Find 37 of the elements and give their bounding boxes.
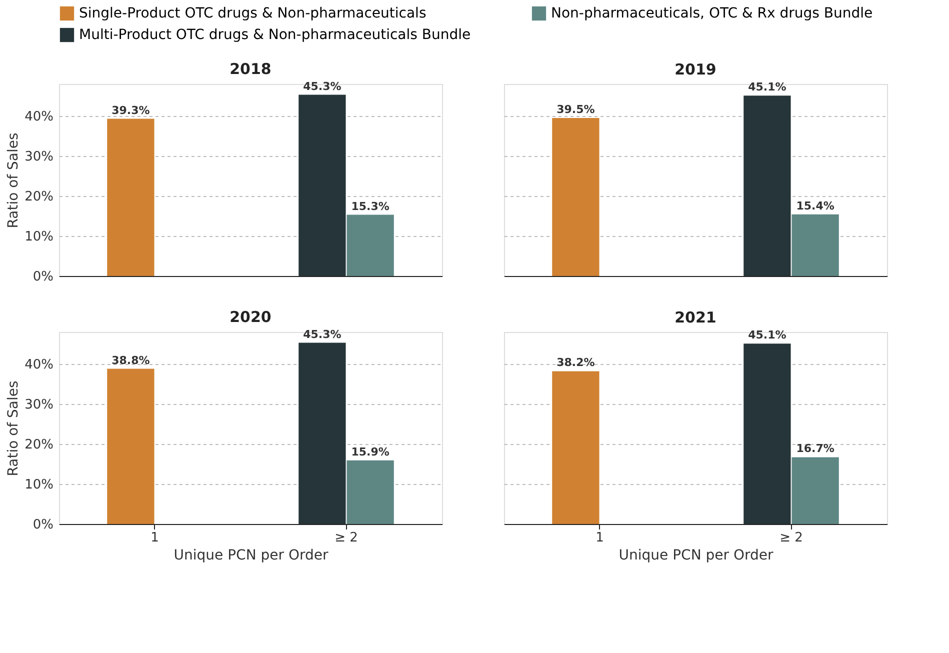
data-label: 45.1%: [748, 328, 786, 342]
x-tick-label: 1: [150, 530, 159, 546]
y-tick-label: 30%: [24, 150, 54, 164]
x-tick-label: ≥ 2: [334, 530, 358, 546]
y-tick-label: 0%: [32, 518, 54, 532]
x-tick-label: 1: [596, 530, 604, 546]
data-label: 38.8%: [112, 354, 150, 367]
data-label: 15.4%: [796, 199, 834, 212]
chart-title: 2019: [674, 60, 716, 79]
data-label: 15.9%: [351, 445, 390, 458]
data-label: 45.3%: [303, 328, 342, 341]
data-label: 45.3%: [303, 80, 342, 93]
y-tick-label: 0%: [32, 270, 54, 284]
x-axis-title: Unique PCN per Order: [618, 548, 774, 564]
y-tick-label: 40%: [24, 358, 54, 372]
x-axis-title: Unique PCN per Order: [174, 548, 328, 564]
y-tick-label: 10%: [24, 230, 54, 244]
data-label: 45.1%: [748, 80, 786, 94]
x-tick-label: ≥ 2: [780, 530, 803, 546]
legend-label: Single-Product OTC drugs & Non-pharmaceuticals: [79, 5, 426, 22]
data-label: 16.7%: [796, 442, 834, 456]
y-tick-label: 20%: [24, 438, 54, 452]
y-axis-title: Ratio of Sales: [6, 380, 22, 476]
y-tick-label: 40%: [24, 110, 54, 124]
y-axis-title: Ratio of Sales: [6, 132, 22, 228]
chart-title: 2018: [230, 60, 272, 78]
data-label: 39.5%: [556, 103, 595, 116]
data-label: 38.2%: [556, 356, 595, 370]
data-label: 15.3%: [351, 200, 390, 213]
y-tick-label: 20%: [24, 190, 54, 204]
chart-title: 2020: [230, 308, 272, 326]
legend-label: Multi-Product OTC drugs & Non-pharmaceuticals Bundle: [79, 27, 471, 43]
y-tick-label: 30%: [24, 398, 54, 412]
chart-title: 2021: [674, 308, 716, 327]
y-tick-label: 10%: [24, 478, 54, 492]
data-label: 39.3%: [112, 104, 150, 117]
legend-label: Non-pharmaceuticals, OTC & Rx drugs Bundle: [551, 5, 873, 22]
